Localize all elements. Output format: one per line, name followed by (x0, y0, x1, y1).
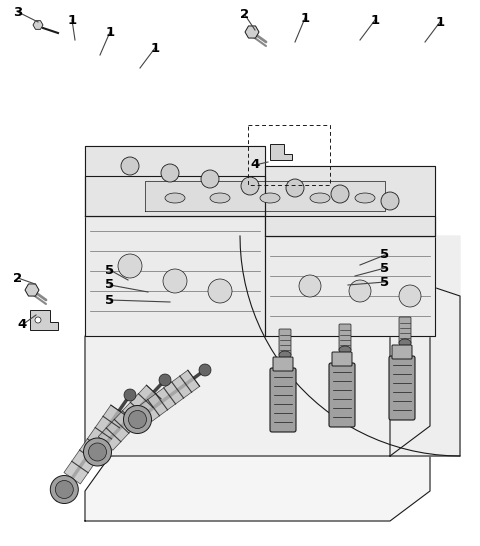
Polygon shape (33, 21, 43, 29)
Text: 1: 1 (371, 14, 380, 27)
Circle shape (299, 275, 321, 297)
Circle shape (124, 389, 136, 401)
Polygon shape (145, 181, 385, 211)
Circle shape (161, 164, 179, 182)
Polygon shape (85, 216, 265, 336)
Polygon shape (245, 26, 259, 38)
Ellipse shape (399, 339, 411, 347)
Text: 4: 4 (251, 158, 260, 171)
FancyBboxPatch shape (332, 352, 352, 366)
Circle shape (50, 476, 78, 503)
Circle shape (35, 317, 41, 323)
Text: 5: 5 (106, 294, 115, 306)
Polygon shape (85, 146, 265, 216)
Ellipse shape (279, 351, 291, 359)
Ellipse shape (210, 193, 230, 203)
Circle shape (201, 170, 219, 188)
Circle shape (331, 185, 349, 203)
Text: 5: 5 (106, 264, 115, 276)
Text: 1: 1 (435, 15, 444, 28)
Polygon shape (64, 405, 127, 484)
Polygon shape (98, 385, 161, 450)
Circle shape (88, 443, 107, 461)
Circle shape (163, 269, 187, 293)
FancyBboxPatch shape (329, 363, 355, 427)
Text: 1: 1 (67, 14, 77, 27)
FancyBboxPatch shape (392, 345, 412, 359)
Polygon shape (265, 236, 435, 336)
Circle shape (286, 179, 304, 197)
Circle shape (118, 254, 142, 278)
Polygon shape (85, 286, 430, 456)
Ellipse shape (339, 346, 351, 354)
Text: 5: 5 (381, 262, 390, 275)
Polygon shape (265, 166, 435, 236)
Polygon shape (390, 236, 460, 456)
FancyBboxPatch shape (270, 368, 296, 432)
Polygon shape (390, 286, 460, 456)
Circle shape (123, 406, 152, 434)
Ellipse shape (260, 193, 280, 203)
FancyBboxPatch shape (273, 357, 293, 371)
FancyBboxPatch shape (389, 356, 415, 420)
Polygon shape (25, 284, 39, 296)
Text: 2: 2 (13, 271, 23, 284)
FancyBboxPatch shape (399, 317, 411, 344)
FancyBboxPatch shape (339, 324, 351, 351)
Text: 4: 4 (17, 318, 26, 331)
Circle shape (84, 438, 111, 466)
Text: 3: 3 (13, 5, 23, 19)
Ellipse shape (310, 193, 330, 203)
Text: 1: 1 (150, 41, 159, 55)
Circle shape (129, 411, 146, 429)
Circle shape (199, 364, 211, 376)
Text: 2: 2 (240, 9, 250, 21)
Text: 1: 1 (106, 26, 115, 39)
Circle shape (208, 279, 232, 303)
FancyBboxPatch shape (279, 329, 291, 356)
Text: 5: 5 (381, 276, 390, 288)
Text: 1: 1 (300, 11, 310, 25)
Ellipse shape (355, 193, 375, 203)
Circle shape (159, 374, 171, 386)
Circle shape (349, 280, 371, 302)
Circle shape (381, 192, 399, 210)
Polygon shape (270, 144, 292, 160)
Text: 5: 5 (106, 278, 115, 292)
Circle shape (241, 177, 259, 195)
Polygon shape (30, 310, 58, 330)
Circle shape (399, 285, 421, 307)
Circle shape (121, 157, 139, 175)
Polygon shape (85, 176, 435, 236)
Circle shape (55, 480, 73, 498)
Ellipse shape (165, 193, 185, 203)
Text: 5: 5 (381, 248, 390, 262)
Polygon shape (140, 370, 200, 422)
Polygon shape (85, 431, 430, 521)
